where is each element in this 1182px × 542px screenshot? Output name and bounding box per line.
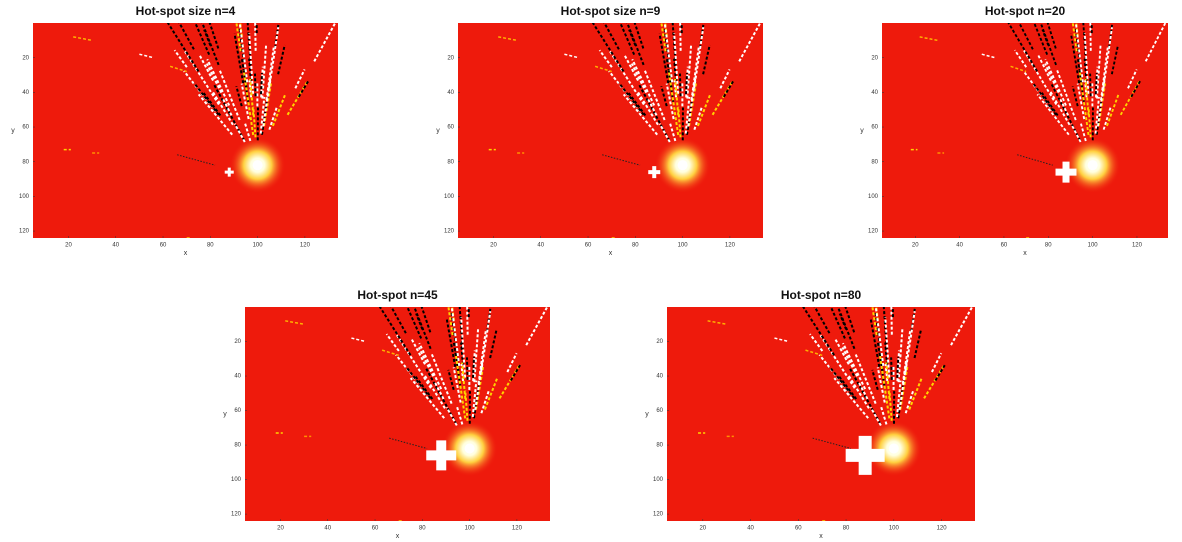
x-tick-label: 40 <box>956 243 963 249</box>
source-core <box>1088 160 1098 170</box>
x-tick-label: 20 <box>277 526 284 532</box>
x-tick-label: 100 <box>465 526 476 532</box>
y-tick-label: 80 <box>871 159 878 165</box>
panel-title: Hot-spot n=80 <box>781 288 862 302</box>
y-tick-label: 120 <box>231 512 242 518</box>
panel-title: Hot-spot n=45 <box>357 288 438 302</box>
y-tick-label: 100 <box>231 477 242 483</box>
y-tick-label: 120 <box>444 229 455 235</box>
y-tick-label: 120 <box>868 229 879 235</box>
x-tick-label: 40 <box>112 243 119 249</box>
x-axis-label: x <box>819 533 823 540</box>
x-tick-label: 120 <box>300 243 311 249</box>
x-tick-label: 40 <box>324 526 331 532</box>
x-tick-label: 80 <box>1045 243 1052 249</box>
x-tick-label: 80 <box>843 526 850 532</box>
y-tick-label: 120 <box>653 512 664 518</box>
heatmap-background <box>33 23 338 238</box>
x-axis-label: x <box>184 250 188 257</box>
source-core <box>678 160 688 170</box>
figure: Hot-spot size n=4 20 40 60 80 100 120 20 40 60 80 1… <box>0 0 1182 542</box>
x-tick-label: 120 <box>725 243 736 249</box>
x-tick-label: 60 <box>795 526 802 532</box>
heatmap <box>882 0 1170 238</box>
panel: Hot-spot n=45 20 40 60 80 100 120 20 40 60 80 100 12… <box>223 260 552 539</box>
y-tick-label: 100 <box>444 194 455 200</box>
y-tick-label: 80 <box>656 443 663 449</box>
y-tick-label: 60 <box>22 125 29 131</box>
x-axis-label: x <box>609 250 613 257</box>
y-tick-label: 100 <box>868 194 879 200</box>
streak <box>680 0 681 51</box>
x-tick-label: 80 <box>419 526 426 532</box>
y-tick-label: 80 <box>234 443 241 449</box>
x-tick-label: 20 <box>490 243 497 249</box>
y-tick-label: 20 <box>871 55 878 61</box>
y-tick-label: 80 <box>447 159 454 165</box>
y-axis-label: y <box>860 127 864 134</box>
y-tick-label: 40 <box>656 374 663 380</box>
panel-title: Hot-spot size n=4 <box>136 4 236 18</box>
x-tick-label: 80 <box>207 243 214 249</box>
x-tick-label: 60 <box>160 243 167 249</box>
panel: Hot-spot n=20 20 40 60 80 100 120 20 40 60 80 100 12… <box>860 0 1170 257</box>
x-tick-label: 100 <box>1088 243 1099 249</box>
y-tick-label: 100 <box>19 194 30 200</box>
panel: Hot-spot size n=9 20 40 60 80 100 120 20 40 60 80 1… <box>436 0 765 257</box>
heatmap-background <box>667 307 975 521</box>
x-tick-label: 120 <box>512 526 523 532</box>
y-tick-label: 40 <box>22 90 29 96</box>
y-tick-label: 60 <box>656 408 663 414</box>
y-tick-label: 60 <box>234 408 241 414</box>
y-tick-label: 40 <box>234 374 241 380</box>
heatmap-background <box>458 23 763 238</box>
panel: Hot-spot n=80 20 40 60 80 100 120 20 40 60 80 100 12… <box>645 260 977 539</box>
y-axis-label: y <box>223 411 227 418</box>
x-tick-label: 100 <box>253 243 264 249</box>
heatmap-background <box>245 307 550 521</box>
x-tick-label: 120 <box>1132 243 1143 249</box>
panel-title: Hot-spot n=20 <box>985 4 1066 18</box>
x-tick-label: 80 <box>632 243 639 249</box>
y-tick-label: 60 <box>447 125 454 131</box>
streak <box>1090 0 1091 51</box>
y-tick-label: 40 <box>447 90 454 96</box>
x-tick-label: 120 <box>937 526 948 532</box>
x-tick-label: 40 <box>747 526 754 532</box>
streak <box>255 0 256 51</box>
y-tick-label: 120 <box>19 229 30 235</box>
y-tick-label: 80 <box>22 159 29 165</box>
x-axis-label: x <box>396 533 400 540</box>
x-tick-label: 60 <box>585 243 592 249</box>
x-tick-label: 20 <box>65 243 72 249</box>
panel: Hot-spot size n=4 20 40 60 80 100 120 20 40 60 80 1… <box>11 0 340 257</box>
x-tick-label: 100 <box>889 526 900 532</box>
y-tick-label: 20 <box>656 339 663 345</box>
heatmap <box>458 0 765 238</box>
source-core <box>253 160 263 170</box>
x-tick-label: 60 <box>1001 243 1008 249</box>
source-core <box>465 444 475 454</box>
y-tick-label: 20 <box>22 55 29 61</box>
heatmap-background <box>882 23 1168 238</box>
panel-title: Hot-spot size n=9 <box>561 4 661 18</box>
heatmap <box>33 0 340 238</box>
y-axis-label: y <box>436 127 440 134</box>
y-axis-label: y <box>11 127 15 134</box>
x-tick-label: 100 <box>678 243 689 249</box>
y-tick-label: 100 <box>653 477 664 483</box>
y-tick-label: 20 <box>447 55 454 61</box>
x-tick-label: 40 <box>537 243 544 249</box>
x-tick-label: 20 <box>699 526 706 532</box>
y-tick-label: 60 <box>871 125 878 131</box>
x-axis-label: x <box>1023 250 1027 257</box>
x-tick-label: 20 <box>912 243 919 249</box>
y-tick-label: 40 <box>871 90 878 96</box>
x-tick-label: 60 <box>372 526 379 532</box>
y-tick-label: 20 <box>234 339 241 345</box>
y-axis-label: y <box>645 411 649 418</box>
source-core <box>889 444 899 454</box>
